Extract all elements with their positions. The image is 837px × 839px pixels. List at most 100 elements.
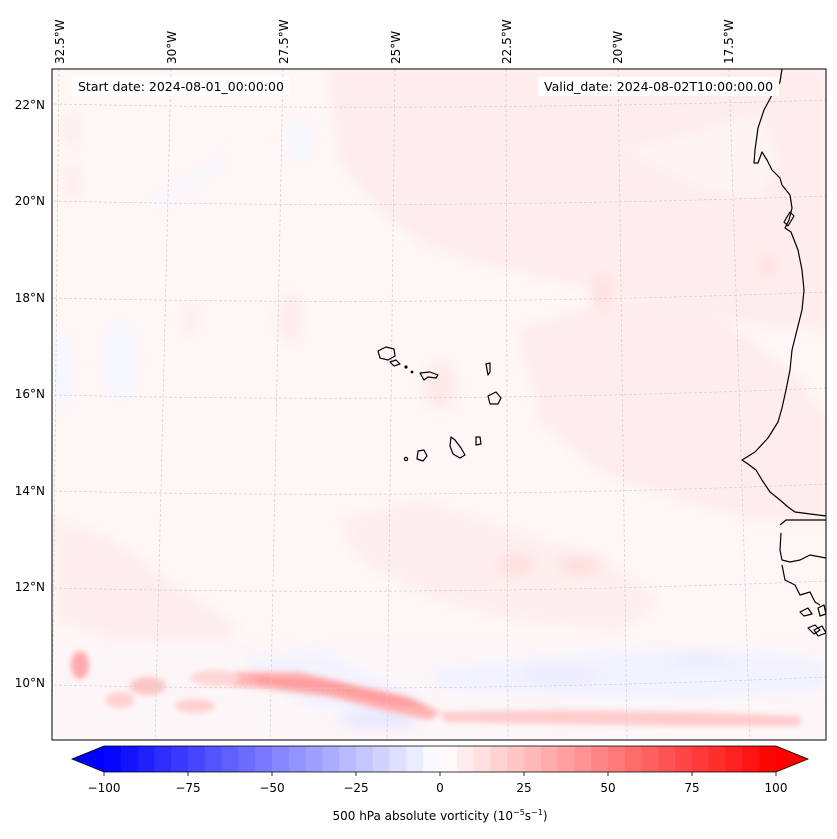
coastline-bijagos (807, 624, 821, 635)
field-blob (424, 364, 456, 408)
coastline-bijagos (817, 604, 826, 617)
lat-label: 22°N (14, 98, 45, 112)
coastline-guinea-bissau (781, 564, 821, 606)
field-blob (758, 255, 778, 275)
colorbar-segment (221, 746, 239, 772)
gridline-lon-20 (617, 69, 628, 740)
colorbar-segment (675, 746, 693, 772)
field-blob (286, 120, 314, 160)
lat-label: 16°N (14, 387, 45, 401)
colorbar-segment (507, 746, 525, 772)
island-santa-luzia (404, 365, 408, 369)
field-blob (430, 650, 826, 700)
gridline-lon-25 (386, 69, 396, 740)
gridline-lon-17.5 (728, 69, 751, 740)
positive-blob (175, 699, 215, 713)
field-blob (670, 655, 730, 665)
colorbar-tick-label: −100 (87, 781, 121, 795)
colorbar-segment (456, 746, 475, 772)
field-blob (340, 712, 420, 728)
colorbar-segment (238, 746, 256, 772)
colorbar-tick-label: 25 (516, 781, 532, 795)
field-blob (620, 110, 780, 200)
colorbar-segment (204, 746, 223, 772)
colorbar-segment (540, 746, 559, 772)
lon-label: 30°W (165, 30, 179, 64)
colorbar-tick-label: 75 (684, 781, 700, 795)
positive-band-east (440, 710, 800, 726)
island-fogo (416, 449, 428, 462)
field-blob (150, 150, 230, 210)
positive-blob (106, 692, 134, 708)
colorbar (70, 745, 810, 776)
gridline-lon-30 (154, 69, 172, 740)
colorbar-segment (557, 746, 575, 772)
island-brava (403, 456, 409, 462)
lon-label: 22.5°W (500, 19, 514, 64)
colorbar-segment (305, 746, 323, 772)
valid-date-label: Valid_date: 2024-08-02T10:00:00.00 (538, 77, 780, 96)
colorbar-segment (708, 746, 727, 772)
colorbar-segment (759, 746, 777, 772)
colorbar-segment (356, 746, 374, 772)
colorbar-segment (725, 746, 743, 772)
lon-label: 20°W (611, 30, 625, 64)
colorbar-segment (524, 746, 542, 772)
colorbar-label-exponent: −1 (531, 808, 543, 817)
colorbar-segment (288, 746, 307, 772)
colorbar-segment (440, 746, 458, 772)
gridline-lon-27.5 (269, 69, 284, 740)
colorbar-segment (473, 746, 491, 772)
island-sao-nicolau (419, 371, 439, 381)
colorbar-segment (608, 746, 626, 772)
gridline-lat-20 (53, 195, 826, 205)
coastline-casamance (779, 532, 826, 563)
colorbar-label-exponent: −5 (512, 808, 525, 817)
colorbar-segment (339, 746, 357, 772)
island-raso (410, 370, 414, 374)
field-blob (278, 294, 302, 342)
colorbar-segment (188, 746, 206, 772)
colorbar-segment (692, 746, 710, 772)
lat-label: 14°N (14, 484, 45, 498)
colorbar-segment (574, 746, 592, 772)
colorbar-segment (591, 746, 609, 772)
island-santo-antao (377, 346, 396, 361)
colorbar-segment (641, 746, 659, 772)
coastline-bijagos (813, 625, 826, 637)
colorbar-tick-label: −50 (259, 781, 285, 795)
colorbar-segment (742, 746, 760, 772)
colorbar-label-close: ) (542, 809, 548, 823)
gridline-lat-18 (53, 291, 826, 302)
colorbar-tick-label: −75 (175, 781, 201, 795)
gridline-lon-32.5 (52, 69, 60, 740)
colorbar-segment (322, 746, 340, 772)
colorbar-extend-min (72, 746, 104, 772)
vorticity-bands (71, 651, 800, 726)
colorbar-label: 500 hPa absolute vorticity (10−5s−1) (0, 808, 837, 823)
field-blob (52, 520, 240, 650)
gridlines (52, 69, 826, 740)
field-blobs (52, 69, 826, 740)
field-blob (520, 669, 600, 681)
start-date-label: Start date: 2024-08-01_00:00:00 (72, 77, 290, 96)
gridline-lat-10 (53, 676, 826, 689)
coastlines (377, 69, 826, 637)
colorbar-segment (255, 746, 273, 772)
field-blob (592, 275, 612, 311)
field-blob (67, 162, 77, 202)
coastline-mauritania-senegal (741, 69, 826, 517)
lat-label: 20°N (14, 194, 45, 208)
colorbar-segment (423, 746, 441, 772)
colorbar-segment (406, 746, 424, 772)
map-frame (51, 68, 827, 741)
colorbar-segment (372, 746, 391, 772)
field-blob (184, 306, 196, 334)
field-blob (558, 555, 602, 575)
colorbar-tick-label: 100 (764, 781, 788, 795)
colorbar-label-text: 500 hPa absolute vorticity (10 (332, 809, 513, 823)
colorbar-tick-label: −25 (343, 781, 369, 795)
lon-label: 27.5°W (277, 19, 291, 64)
